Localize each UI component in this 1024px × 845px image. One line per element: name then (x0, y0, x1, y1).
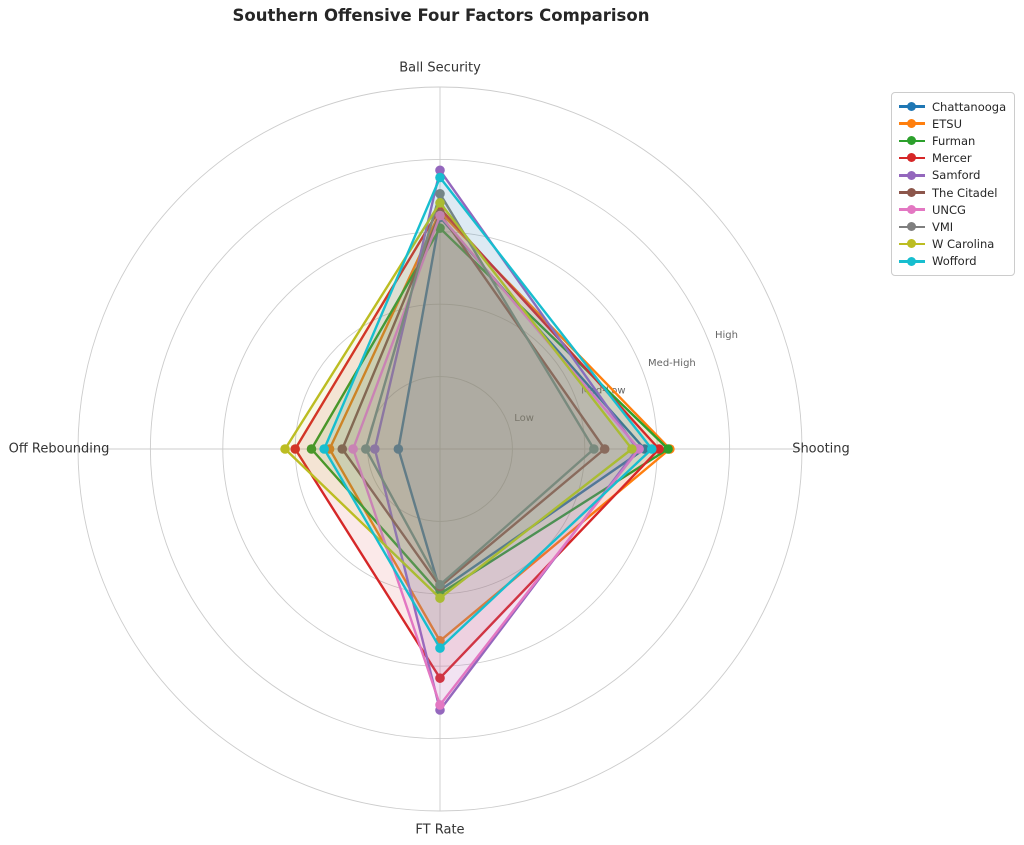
axis-label-shooting: Shooting (792, 442, 850, 457)
legend-swatch-line (899, 222, 925, 232)
series-marker-w-carolina-shooting (627, 444, 637, 454)
series-marker-wofford-off-rebounding (319, 444, 329, 454)
series-marker-w-carolina-ft-rate (435, 593, 445, 603)
series-marker-samford-ball-security (435, 165, 445, 176)
legend-swatch-dot (907, 205, 916, 215)
legend-item-wofford: Wofford (899, 253, 1006, 270)
series-marker-mercer-off-rebounding (290, 444, 301, 454)
axis-label-off-rebounding: Off Rebounding (9, 442, 110, 457)
legend-swatch-line (899, 119, 925, 129)
radial-tick-label-low: Low (514, 413, 534, 424)
series-marker-vmi-off-rebounding (360, 444, 371, 454)
series-marker-w-carolina-ball-security (435, 198, 445, 208)
legend-swatch-dot (907, 119, 916, 129)
series-marker-vmi-ball-security (435, 188, 445, 199)
legend-label: VMI (932, 219, 954, 234)
legend-item-w-carolina: W Carolina (899, 236, 1006, 253)
series-marker-furman-ball-security (435, 223, 445, 233)
series-fill-mercer (295, 208, 659, 679)
axis-label-ball-security: Ball Security (399, 61, 481, 76)
legend: Chattanooga ETSU Furman Mercer Samford The Ci… (891, 92, 1015, 276)
series-marker-furman-off-rebounding (306, 444, 317, 454)
legend-label: Mercer (932, 151, 972, 166)
legend-swatch-dot (907, 101, 916, 111)
series-marker-uncg-ft-rate (435, 700, 445, 710)
radial-tick-labels: Low Med-Low Med-High High (514, 330, 738, 424)
series-fill-chattanooga (398, 217, 645, 591)
series-marker-wofford-ft-rate (435, 643, 445, 653)
series-marker-samford-off-rebounding (370, 444, 380, 454)
series-fill-samford (374, 170, 638, 711)
series-marker-the-citadel-shooting (599, 444, 610, 454)
legend-swatch-dot (907, 153, 916, 163)
legend-swatch-line (899, 101, 925, 111)
legend-item-furman: Furman (899, 132, 1006, 149)
legend-label: Samford (932, 168, 981, 183)
series-marker-wofford-shooting (646, 444, 657, 454)
series-marker-mercer-shooting (654, 444, 664, 454)
series-marker-uncg-shooting (634, 444, 644, 454)
legend-swatch-line (899, 136, 925, 146)
legend-swatch-line (899, 256, 925, 266)
series-marker-uncg-ball-security (435, 210, 445, 221)
radial-tick-label-med-high: Med-High (648, 358, 696, 369)
legend-swatch-dot (907, 136, 916, 146)
legend-swatch-dot (907, 222, 916, 232)
axis-label-ft-rate: FT Rate (415, 823, 464, 838)
legend-item-uncg: UNCG (899, 201, 1006, 218)
series-marker-chattanooga-off-rebounding (393, 444, 404, 454)
axis-labels: Ball Security Shooting FT Rate Off Reboundi… (9, 61, 850, 838)
legend-item-chattanooga: Chattanooga (899, 98, 1006, 115)
legend-label: The Citadel (932, 185, 998, 200)
series-fill-etsu (329, 211, 670, 641)
legend-label: W Carolina (932, 237, 995, 252)
legend-swatch-line (899, 205, 925, 215)
legend-label: UNCG (932, 202, 966, 217)
series-marker-mercer-ft-rate (435, 673, 445, 683)
series-marker-the-citadel-off-rebounding (337, 444, 348, 454)
legend-label: Wofford (932, 254, 977, 269)
legend-swatch-dot (907, 239, 916, 249)
series-fill-vmi (365, 193, 594, 585)
legend-swatch-dot (907, 256, 916, 266)
legend-label: ETSU (932, 116, 963, 131)
series-marker-uncg-off-rebounding (348, 444, 358, 454)
legend-swatch-dot (907, 187, 916, 197)
series-marker-w-carolina-off-rebounding (280, 444, 290, 454)
legend-item-vmi: VMI (899, 218, 1006, 235)
series-marker-wofford-ball-security (435, 172, 445, 183)
legend-swatch-dot (907, 170, 916, 180)
chart-title: Southern Offensive Four Factors Comparis… (232, 6, 650, 25)
legend-item-the-citadel: The Citadel (899, 184, 1006, 201)
radial-tick-label-high: High (715, 330, 738, 341)
series-fill-w-carolina (285, 202, 632, 599)
legend-label: Furman (932, 133, 976, 148)
series-fill-wofford (324, 177, 652, 649)
legend-swatch-line (899, 187, 925, 197)
series-marker-vmi-shooting (589, 444, 599, 454)
legend-label: Chattanooga (932, 99, 1007, 114)
legend-item-samford: Samford (899, 167, 1006, 184)
series-marker-furman-shooting (663, 444, 673, 454)
legend-swatch-line (899, 170, 925, 180)
series-marker-vmi-ft-rate (435, 579, 445, 590)
legend-swatch-line (899, 239, 925, 249)
legend-item-etsu: ETSU (899, 115, 1006, 132)
radar-series (280, 165, 675, 715)
radial-tick-label-med-low: Med-Low (581, 386, 625, 397)
legend-item-mercer: Mercer (899, 150, 1006, 167)
legend-swatch-line (899, 153, 925, 163)
